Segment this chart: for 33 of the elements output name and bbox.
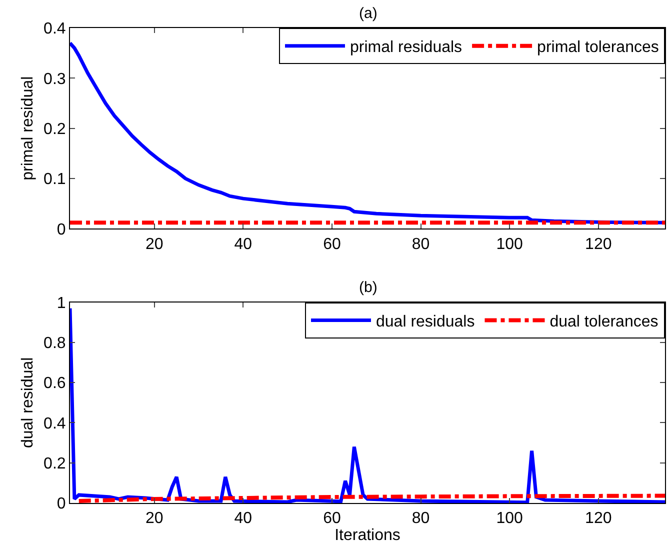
y-tick-label: 1 [56,294,66,312]
y-tick-label: 0.6 [44,375,66,392]
x-tick-label: 100 [496,236,524,253]
y-tick-label: 0.3 [44,70,66,88]
y-tick-label: 0.4 [44,415,66,432]
x-tick-label: 80 [412,236,430,253]
x-tick-label: 40 [234,510,252,528]
y-tick-label: 0.2 [44,120,66,138]
y-tick-label: 0.1 [44,171,66,188]
line-series [70,306,665,503]
y-tick-label: 0.8 [44,335,66,352]
x-tick-label: 20 [145,510,164,528]
legend-label: primal residuals [350,39,462,56]
chart-title: (b) [359,279,378,296]
x-tick-label: 100 [496,510,524,528]
y-tick-label: 0 [56,221,66,238]
legend-label: dual residuals [376,313,475,330]
x-tick-label: 60 [323,510,341,528]
legend-label: primal tolerances [537,39,659,56]
y-tick-label: 0 [56,496,66,513]
x-tick-label: 120 [585,510,612,528]
legend-label: dual tolerances [550,313,658,330]
chart-title: (a) [359,5,378,22]
x-tick-label: 60 [323,236,341,253]
x-tick-label: 120 [585,236,612,253]
x-tick-label: 80 [412,510,430,528]
y-tick-label: 0.4 [44,20,66,38]
y-axis-title: primal residual [19,76,36,180]
x-tick-label: 40 [234,236,252,253]
y-axis-title: dual residual [19,357,36,448]
y-tick-label: 0.2 [44,455,66,472]
x-axis-title: Iterations [334,527,400,544]
x-tick-label: 20 [145,236,164,253]
